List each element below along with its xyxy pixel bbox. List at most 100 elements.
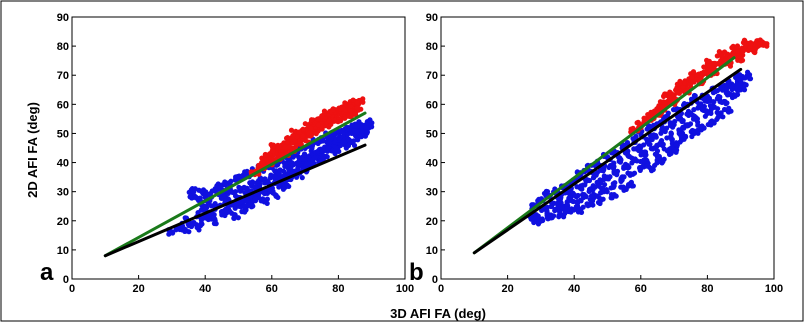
scatter-point (625, 165, 631, 171)
scatter-point (236, 184, 242, 190)
scatter-point (242, 190, 248, 196)
scatter-point (348, 113, 354, 120)
scatter-point (202, 204, 208, 210)
scatter-point (698, 127, 704, 133)
scatter-point (228, 178, 234, 184)
scatter-point (703, 108, 709, 114)
scatter-point (725, 90, 731, 96)
scatter-point (676, 127, 682, 133)
scatter-point (194, 224, 200, 231)
scatter-point (650, 146, 656, 152)
scatter-point (556, 214, 562, 220)
scatter-point (568, 194, 574, 200)
scatter-point (366, 120, 373, 126)
scatter-point (323, 153, 330, 160)
x-tick-label: 60 (266, 283, 278, 295)
scatter-point (748, 41, 754, 47)
y-tick-label: 60 (426, 99, 438, 111)
scatter-point (608, 195, 614, 201)
scatter-point (590, 198, 596, 204)
scatter-point (742, 75, 748, 81)
scatter-point (706, 63, 712, 69)
scatter-point (281, 168, 287, 174)
scatter-point (320, 138, 326, 144)
scatter-point (715, 114, 721, 121)
scatter-point (587, 187, 593, 193)
scatter-point (651, 132, 657, 138)
scatter-point (350, 97, 356, 103)
scatter-point (707, 103, 713, 109)
scatter-point (173, 227, 179, 233)
scatter-point (532, 216, 538, 222)
x-tick-label: 40 (568, 283, 580, 295)
scatter-point (263, 152, 269, 158)
y-tick-label: 40 (426, 158, 438, 170)
scatter-point (258, 175, 264, 181)
y-tick-label: 60 (57, 99, 69, 111)
scatter-point (205, 191, 212, 198)
scatter-point (752, 46, 758, 53)
scatter-point (280, 186, 287, 192)
scatter-point (673, 149, 679, 155)
scatter-point (721, 49, 728, 55)
scatter-point (576, 207, 582, 213)
scatter-point (198, 207, 204, 213)
scatter-point (666, 95, 673, 101)
y-tick-label: 0 (63, 274, 69, 286)
scatter-point (708, 67, 715, 73)
scatter-point (738, 58, 744, 64)
scatter-point (187, 194, 193, 200)
scatter-point (719, 99, 725, 105)
scatter-point (284, 182, 290, 188)
scatter-point (282, 144, 288, 150)
y-tick-label: 90 (426, 12, 438, 24)
scatter-point (558, 200, 564, 206)
scatter-point (581, 193, 587, 199)
scatter-point (657, 141, 663, 148)
scatter-point (674, 90, 680, 96)
scatter-point (741, 40, 747, 46)
scatter-point (338, 128, 345, 135)
scatter-point (649, 136, 655, 143)
x-tick-label: 20 (132, 283, 144, 295)
scatter-point (677, 80, 683, 86)
y-axis-title: 2D AFI FA (deg) (25, 102, 40, 198)
scatter-point (330, 107, 336, 113)
scatter-point (296, 129, 302, 135)
scatter-point (354, 105, 360, 111)
scatter-point (598, 196, 604, 203)
scatter-point (359, 128, 365, 134)
scatter-point (335, 119, 341, 125)
x-axis-title: 3D AFI FA (deg) (390, 306, 486, 321)
scatter-point (191, 189, 197, 195)
scatter-point (711, 99, 717, 105)
scatter-point (714, 53, 720, 59)
scatter-point (282, 160, 288, 166)
scatter-point (253, 196, 259, 202)
scatter-point (659, 160, 665, 166)
scatter-point (706, 58, 712, 64)
scatter-point (346, 126, 352, 132)
scatter-point (302, 121, 308, 127)
scatter-point (623, 186, 629, 193)
scatter-point (529, 202, 535, 208)
x-tick-label: 60 (635, 283, 647, 295)
scatter-point (258, 198, 264, 204)
scatter-point (342, 100, 348, 106)
scatter-point (580, 182, 586, 188)
scatter-point (325, 145, 331, 151)
scatter-point (721, 106, 728, 113)
scatter-point (286, 144, 292, 150)
scatter-point (270, 148, 276, 154)
scatter-point (244, 185, 250, 191)
scatter-point (623, 150, 629, 156)
scatter-point (536, 196, 542, 202)
scatter-point (731, 52, 737, 58)
scatter-point (354, 100, 360, 106)
scatter-point (235, 173, 241, 179)
y-tick-label: 20 (57, 216, 69, 228)
scatter-point (321, 108, 328, 114)
x-tick-label: 80 (701, 283, 713, 295)
scatter-point (263, 156, 269, 162)
